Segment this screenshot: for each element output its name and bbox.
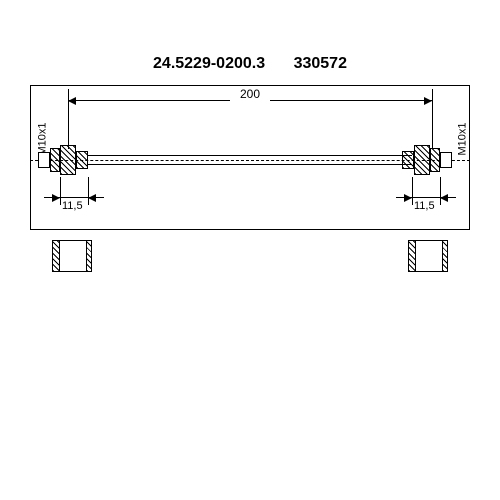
secondary-number: 330572 bbox=[294, 55, 347, 72]
right-dim-arr1 bbox=[404, 194, 412, 202]
ext-line-right bbox=[432, 89, 433, 149]
right-fitting-dim: 11,5 bbox=[414, 200, 435, 212]
left-dim-arr2 bbox=[88, 194, 96, 202]
main-dim-arrow-r bbox=[424, 97, 432, 105]
right-dim-ext1 bbox=[412, 177, 413, 205]
left-detail-view bbox=[52, 240, 92, 272]
right-fitting bbox=[402, 145, 462, 175]
right-detail-view bbox=[408, 240, 448, 272]
left-fitting bbox=[38, 145, 98, 175]
technical-drawing: M10x1 M10x1 200 11,5 11,5 bbox=[20, 85, 480, 285]
left-dim-ext1 bbox=[60, 177, 61, 205]
right-dim-arr2 bbox=[440, 194, 448, 202]
header-title: 24.5229-0200.3 330572 bbox=[0, 55, 500, 73]
main-dim-label: 200 bbox=[230, 87, 270, 101]
part-number: 24.5229-0200.3 bbox=[153, 55, 265, 72]
main-dim-arrow-l bbox=[68, 97, 76, 105]
left-dim-arr1 bbox=[52, 194, 60, 202]
left-fitting-dim: 11,5 bbox=[62, 200, 83, 212]
